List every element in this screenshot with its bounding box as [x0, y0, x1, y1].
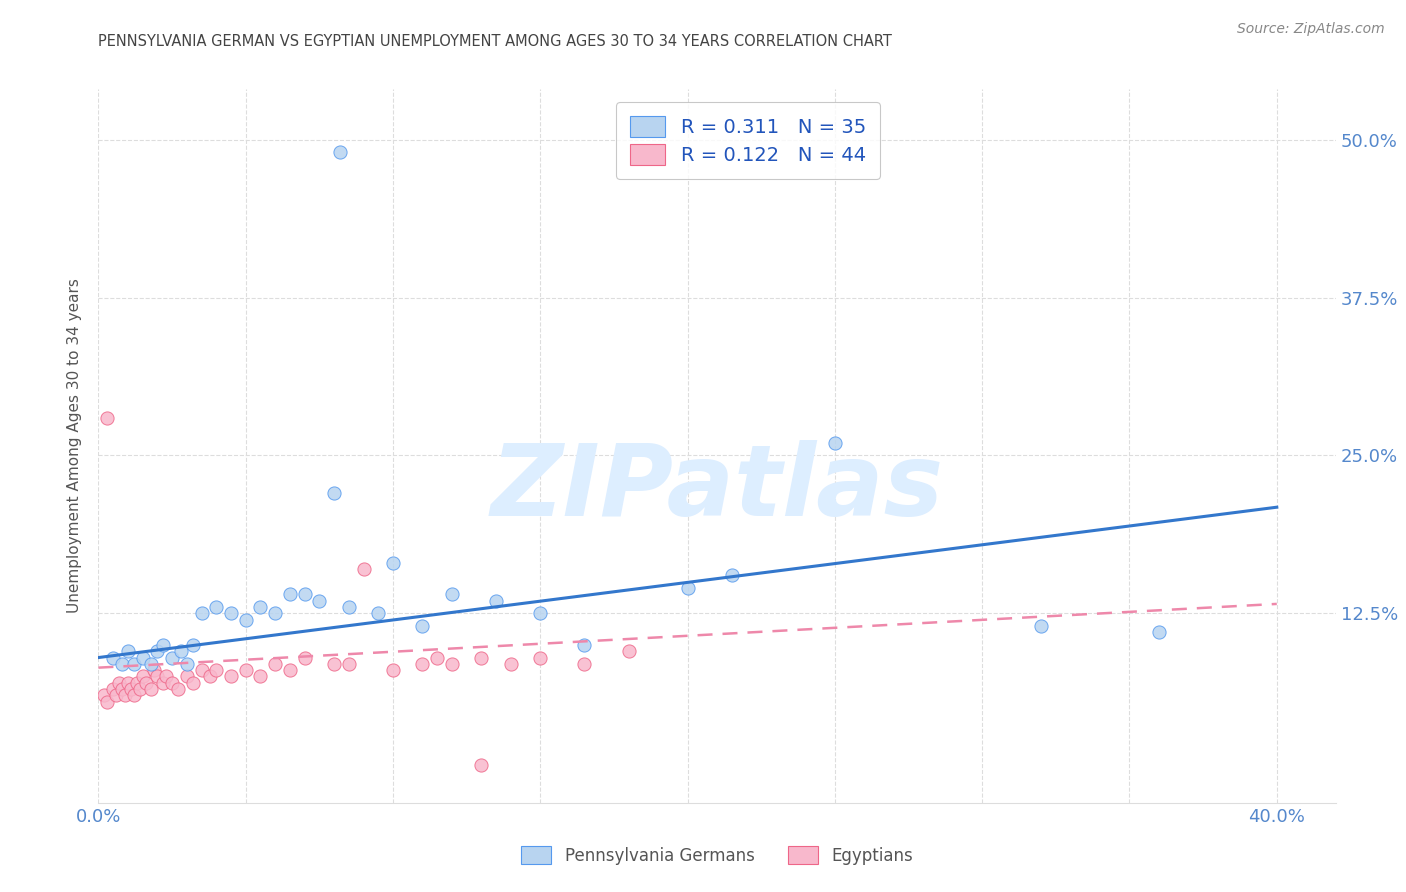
Point	[219, 607, 242, 621]
Point	[382, 663, 405, 677]
Legend: Pennsylvania Germans, Egyptians: Pennsylvania Germans, Egyptians	[509, 835, 925, 877]
Point	[146, 669, 169, 683]
Point	[411, 657, 433, 671]
Point	[676, 581, 699, 595]
Point	[152, 675, 174, 690]
Point	[329, 145, 352, 160]
Point	[411, 619, 433, 633]
Point	[125, 675, 148, 690]
Point	[114, 689, 136, 703]
Point	[93, 689, 115, 703]
Point	[529, 650, 551, 665]
Point	[470, 650, 492, 665]
Point	[235, 663, 257, 677]
Point	[176, 657, 198, 671]
Point	[323, 657, 346, 671]
Y-axis label: Unemployment Among Ages 30 to 34 years: Unemployment Among Ages 30 to 34 years	[67, 278, 83, 614]
Point	[367, 607, 389, 621]
Point	[264, 657, 287, 671]
Point	[176, 669, 198, 683]
Point	[529, 607, 551, 621]
Point	[1029, 619, 1052, 633]
Text: ZIPatlas: ZIPatlas	[491, 441, 943, 537]
Point	[499, 657, 522, 671]
Point	[1147, 625, 1170, 640]
Point	[205, 663, 228, 677]
Point	[128, 682, 150, 697]
Point	[264, 607, 287, 621]
Point	[117, 675, 139, 690]
Point	[181, 638, 204, 652]
Point	[278, 587, 301, 601]
Point	[170, 644, 193, 658]
Point	[96, 695, 118, 709]
Text: Source: ZipAtlas.com: Source: ZipAtlas.com	[1237, 22, 1385, 37]
Point	[200, 669, 222, 683]
Point	[152, 638, 174, 652]
Point	[131, 669, 153, 683]
Point	[141, 657, 163, 671]
Point	[105, 689, 128, 703]
Point	[440, 587, 463, 601]
Point	[485, 593, 508, 607]
Point	[131, 650, 153, 665]
Point	[574, 657, 596, 671]
Point	[111, 682, 134, 697]
Text: PENNSYLVANIA GERMAN VS EGYPTIAN UNEMPLOYMENT AMONG AGES 30 TO 34 YEARS CORRELATI: PENNSYLVANIA GERMAN VS EGYPTIAN UNEMPLOY…	[98, 34, 893, 49]
Point	[160, 675, 183, 690]
Point	[122, 657, 145, 671]
Point	[160, 650, 183, 665]
Point	[337, 657, 360, 671]
Point	[108, 675, 131, 690]
Point	[249, 600, 271, 615]
Point	[720, 568, 742, 582]
Point	[308, 593, 330, 607]
Point	[426, 650, 449, 665]
Point	[337, 600, 360, 615]
Point	[135, 675, 157, 690]
Point	[382, 556, 405, 570]
Point	[574, 638, 596, 652]
Point	[141, 682, 163, 697]
Point	[120, 682, 142, 697]
Point	[353, 562, 375, 576]
Point	[219, 669, 242, 683]
Point	[146, 644, 169, 658]
Point	[294, 650, 316, 665]
Point	[294, 587, 316, 601]
Point	[167, 682, 190, 697]
Point	[235, 613, 257, 627]
Point	[101, 682, 124, 697]
Point	[824, 435, 846, 450]
Point	[122, 689, 145, 703]
Point	[181, 675, 204, 690]
Point	[96, 410, 118, 425]
Point	[143, 663, 166, 677]
Point	[323, 486, 346, 500]
Point	[190, 663, 212, 677]
Point	[470, 758, 492, 772]
Point	[190, 607, 212, 621]
Point	[101, 650, 124, 665]
Point	[205, 600, 228, 615]
Point	[617, 644, 640, 658]
Point	[278, 663, 301, 677]
Point	[117, 644, 139, 658]
Point	[155, 669, 177, 683]
Point	[111, 657, 134, 671]
Point	[249, 669, 271, 683]
Point	[440, 657, 463, 671]
